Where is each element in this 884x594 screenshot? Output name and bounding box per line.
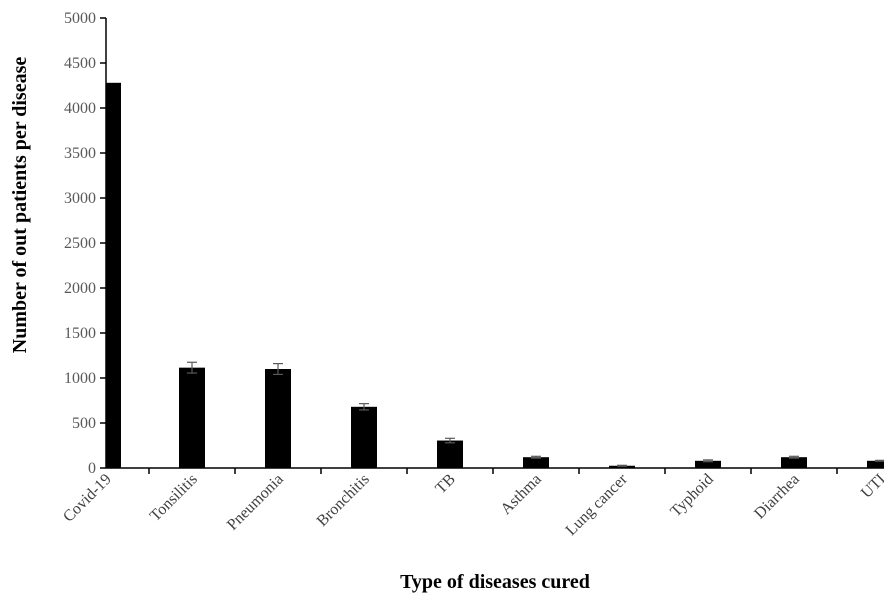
x-tick-label: UTI — [858, 471, 884, 502]
y-axis-title: Number of out patients per disease — [9, 57, 31, 354]
y-tick-label: 1500 — [64, 325, 96, 342]
y-tick-label: 1000 — [64, 370, 96, 387]
bar — [351, 406, 377, 468]
error-bars — [187, 361, 884, 467]
y-axis — [100, 17, 107, 469]
y-tick-label: 3500 — [64, 145, 96, 162]
error-bar — [359, 403, 369, 411]
bar — [265, 369, 291, 468]
error-bar — [445, 437, 455, 444]
bars — [106, 82, 884, 469]
bar — [437, 440, 463, 468]
x-tick-label: Asthma — [498, 471, 545, 518]
y-tick-label: 4000 — [64, 100, 96, 117]
bar — [609, 465, 635, 468]
x-tick-labels: Covid-19 Tonsilitis Pneumonia Bronchitis TB A… — [60, 470, 884, 539]
error-bar — [789, 455, 799, 459]
bar — [695, 460, 721, 468]
x-axis — [106, 467, 884, 474]
bar — [523, 457, 549, 468]
error-bar — [617, 464, 627, 467]
y-tick-label: 2500 — [64, 235, 96, 252]
y-tick-label: 3000 — [64, 190, 96, 207]
x-tick-label: Diarrhea — [751, 471, 803, 523]
y-tick-labels: 0 500 1000 1500 2000 2500 3000 3500 4000 4500 5000 — [64, 10, 96, 477]
bar — [106, 82, 121, 469]
error-bar — [531, 455, 541, 459]
y-tick-label: 500 — [72, 415, 96, 432]
bar — [179, 367, 205, 468]
bar — [867, 460, 884, 468]
x-tick-label: Pneumonia — [224, 471, 287, 534]
error-bar — [703, 459, 713, 463]
error-bar — [875, 459, 884, 462]
error-bar — [273, 363, 283, 375]
x-tick-label: Lung cancer — [563, 470, 632, 539]
x-axis-title: Type of diseases cured — [400, 571, 590, 593]
y-tick-label: 5000 — [64, 10, 96, 27]
x-tick-label: TB — [432, 471, 458, 497]
x-tick-label: Typhoid — [667, 471, 717, 521]
bar — [781, 457, 807, 468]
x-tick-label: Tonsilitis — [147, 471, 201, 525]
y-tick-label: 2000 — [64, 280, 96, 297]
y-tick-label: 4500 — [64, 55, 96, 72]
y-tick-label: 0 — [88, 460, 96, 477]
x-tick-label: Covid-19 — [60, 471, 115, 526]
error-bar — [187, 361, 197, 374]
x-tick-label: Bronchitis — [314, 471, 373, 530]
